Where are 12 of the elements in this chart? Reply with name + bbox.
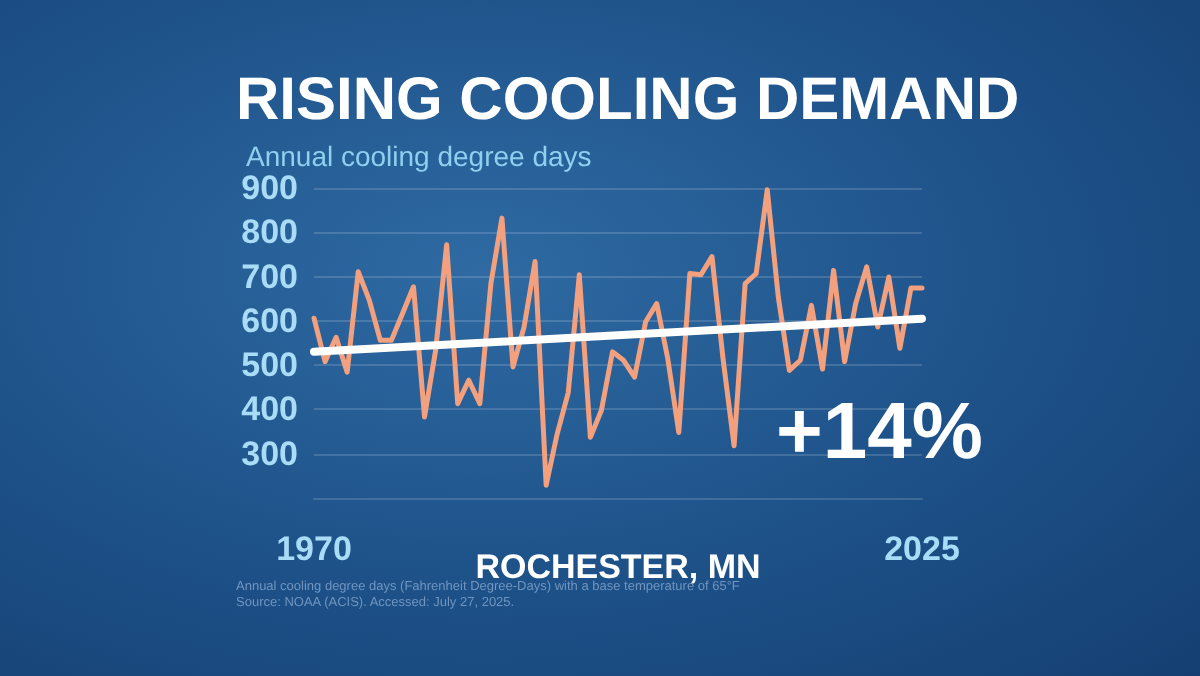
y-tick-label: 700 [241, 257, 298, 296]
annotation: +14% [776, 388, 983, 476]
y-tick-label: 500 [241, 346, 298, 385]
y-tick-label: 800 [241, 213, 298, 252]
y-tick-label: 300 [241, 434, 298, 473]
x-tick-label: 2025 [884, 530, 960, 568]
chart-title: RISING COOLING DEMAND [236, 67, 1020, 133]
y-tick-label: 400 [241, 390, 298, 429]
chart-subtitle: Annual cooling degree days [246, 140, 592, 172]
y-tick-label: 900 [241, 169, 298, 207]
y-tick-label: 600 [241, 301, 298, 340]
x-tick-label: 1970 [276, 530, 352, 568]
